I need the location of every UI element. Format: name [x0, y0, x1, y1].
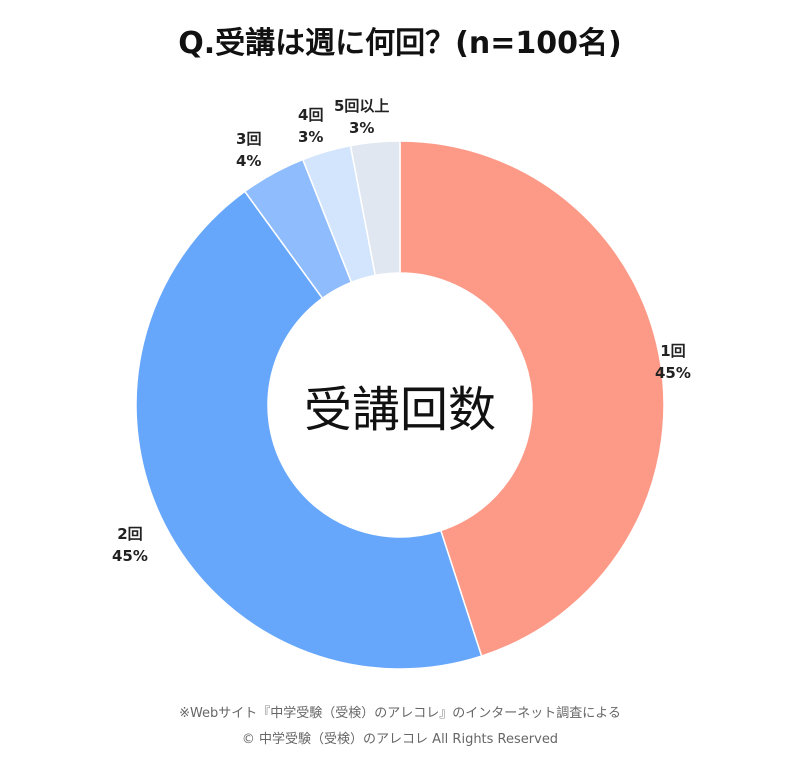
center-label: 受講回数: [303, 382, 496, 438]
slice-label-2-value: 45%: [112, 547, 148, 565]
slice-label-1: 1回 45%: [655, 340, 691, 384]
slice-label-4: 4回 3%: [298, 104, 323, 148]
slice-label-3-category: 3回: [236, 130, 262, 148]
slice-label-3: 3回 4%: [236, 128, 261, 172]
slice-label-1-value: 45%: [655, 364, 691, 382]
donut-slice-2: [135, 190, 483, 670]
donut-slice-1: [399, 140, 665, 658]
footer-copyright: © 中学受験（受検）のアレコレ All Rights Reserved: [241, 732, 559, 747]
slice-label-5-category: 5回以上: [334, 97, 390, 115]
slice-label-5: 5回以上 3%: [334, 95, 389, 139]
slice-label-3-value: 4%: [236, 152, 262, 170]
chart-title: Q.受講は週に何回？(n=100名): [178, 26, 622, 61]
slice-label-2-category: 2回: [117, 525, 143, 543]
slice-label-1-category: 1回: [660, 342, 686, 360]
slice-label-5-value: 3%: [348, 119, 375, 137]
slice-label-4-value: 3%: [298, 128, 324, 146]
donut-slice-5: [349, 140, 401, 277]
footer-source: ※Webサイト『中学受験（受検）のアレコレ』のインターネット調査による: [179, 706, 621, 721]
slice-label-4-category: 4回: [298, 106, 324, 124]
slice-label-2: 2回 45%: [112, 523, 148, 567]
